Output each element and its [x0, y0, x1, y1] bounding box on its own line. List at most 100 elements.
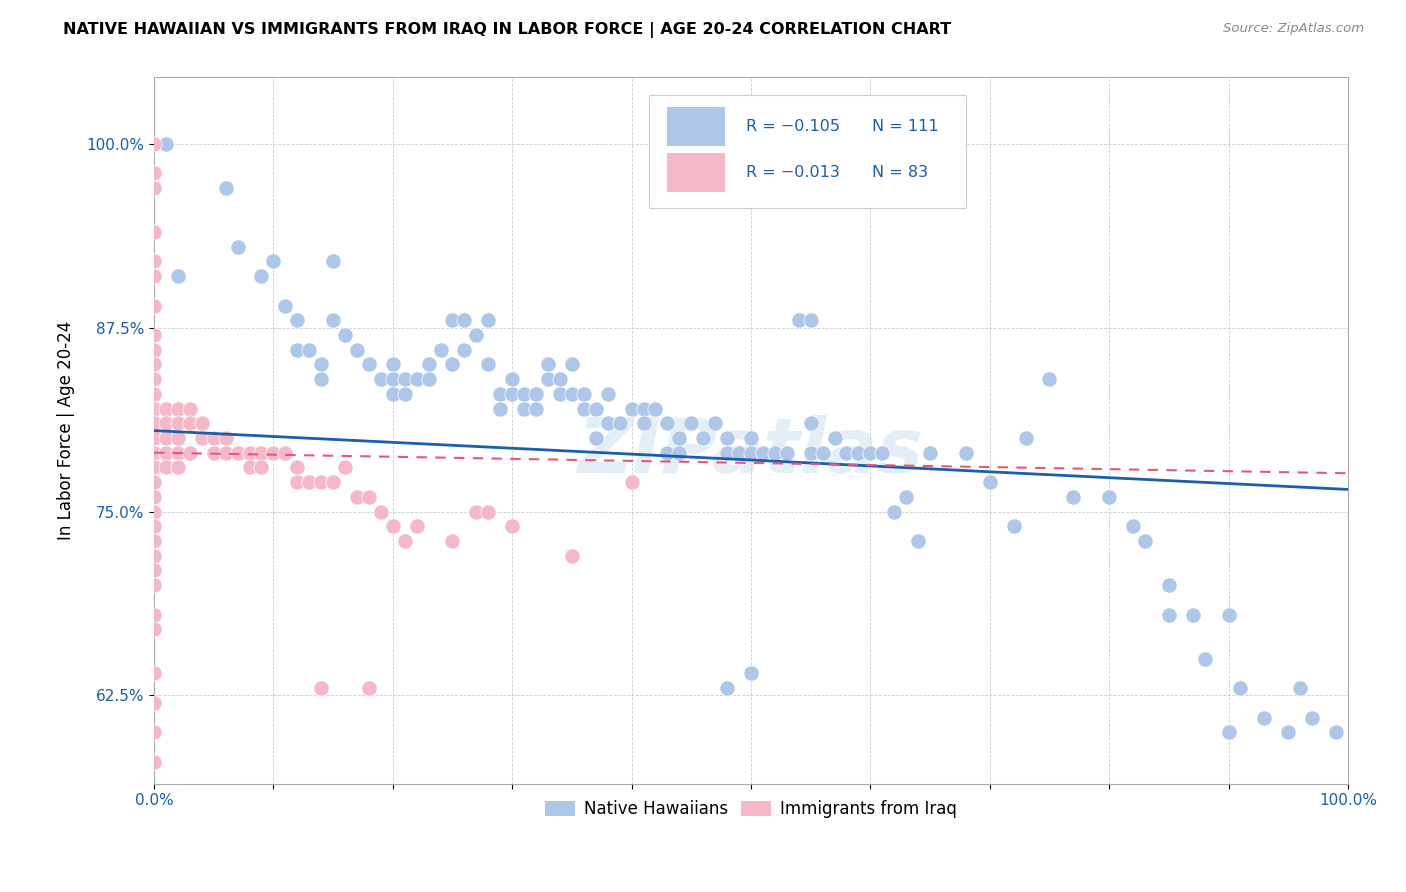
Point — [883, 504, 905, 518]
Point — [143, 666, 166, 681]
Point — [143, 269, 166, 284]
Point — [585, 401, 607, 416]
Point — [143, 519, 166, 533]
Point — [179, 416, 201, 430]
Point — [1038, 372, 1060, 386]
Point — [394, 386, 416, 401]
Point — [322, 475, 344, 489]
Point — [501, 386, 523, 401]
Point — [143, 533, 166, 548]
Point — [681, 416, 703, 430]
Point — [394, 372, 416, 386]
Point — [572, 401, 595, 416]
Point — [370, 504, 392, 518]
Point — [441, 533, 464, 548]
Point — [143, 299, 166, 313]
Point — [143, 181, 166, 195]
Point — [274, 445, 297, 459]
Point — [501, 519, 523, 533]
Point — [787, 313, 810, 327]
Point — [477, 313, 499, 327]
Text: N = 83: N = 83 — [872, 165, 928, 180]
Text: R = −0.105: R = −0.105 — [747, 120, 841, 135]
Point — [250, 445, 273, 459]
Point — [513, 386, 536, 401]
Text: ZIPatlas: ZIPatlas — [578, 415, 924, 489]
Text: NATIVE HAWAIIAN VS IMMIGRANTS FROM IRAQ IN LABOR FORCE | AGE 20-24 CORRELATION C: NATIVE HAWAIIAN VS IMMIGRANTS FROM IRAQ … — [63, 22, 952, 38]
Point — [418, 372, 440, 386]
Point — [202, 445, 225, 459]
Point — [155, 445, 177, 459]
Point — [309, 681, 332, 695]
Point — [1229, 681, 1251, 695]
Point — [381, 372, 404, 386]
Point — [524, 401, 547, 416]
Point — [405, 372, 427, 386]
Point — [872, 445, 894, 459]
Point — [441, 313, 464, 327]
Point — [167, 401, 190, 416]
Point — [143, 372, 166, 386]
Point — [740, 445, 762, 459]
Point — [143, 136, 166, 151]
Point — [226, 445, 249, 459]
Point — [143, 416, 166, 430]
Point — [381, 357, 404, 371]
Point — [143, 343, 166, 357]
Point — [238, 445, 260, 459]
Point — [668, 431, 690, 445]
Point — [155, 445, 177, 459]
Text: N = 111: N = 111 — [872, 120, 938, 135]
Point — [167, 460, 190, 475]
Point — [214, 445, 236, 459]
Point — [596, 416, 619, 430]
FancyBboxPatch shape — [668, 107, 724, 146]
Point — [143, 549, 166, 563]
Legend: Native Hawaiians, Immigrants from Iraq: Native Hawaiians, Immigrants from Iraq — [538, 794, 963, 825]
Point — [394, 533, 416, 548]
Point — [309, 372, 332, 386]
Point — [657, 445, 679, 459]
Point — [1062, 490, 1084, 504]
Point — [143, 755, 166, 769]
Point — [465, 504, 488, 518]
Point — [143, 504, 166, 518]
Point — [143, 431, 166, 445]
Point — [298, 343, 321, 357]
Point — [489, 386, 512, 401]
Point — [561, 549, 583, 563]
Point — [716, 681, 738, 695]
Point — [167, 269, 190, 284]
Point — [859, 445, 882, 459]
Point — [143, 725, 166, 739]
Point — [453, 313, 475, 327]
Point — [1253, 710, 1275, 724]
Point — [285, 313, 308, 327]
Point — [668, 445, 690, 459]
Point — [609, 416, 631, 430]
Point — [501, 372, 523, 386]
Point — [322, 254, 344, 268]
Point — [143, 386, 166, 401]
Point — [716, 445, 738, 459]
Point — [1301, 710, 1323, 724]
Point — [226, 445, 249, 459]
Point — [370, 372, 392, 386]
Point — [1014, 431, 1036, 445]
Point — [298, 475, 321, 489]
Point — [1289, 681, 1312, 695]
Point — [143, 401, 166, 416]
Point — [357, 357, 380, 371]
Point — [214, 431, 236, 445]
Point — [453, 343, 475, 357]
Point — [811, 445, 834, 459]
Point — [179, 401, 201, 416]
Point — [322, 313, 344, 327]
Point — [143, 460, 166, 475]
Point — [381, 386, 404, 401]
Point — [548, 386, 571, 401]
Point — [285, 475, 308, 489]
Point — [155, 416, 177, 430]
Point — [1133, 533, 1156, 548]
Point — [489, 401, 512, 416]
